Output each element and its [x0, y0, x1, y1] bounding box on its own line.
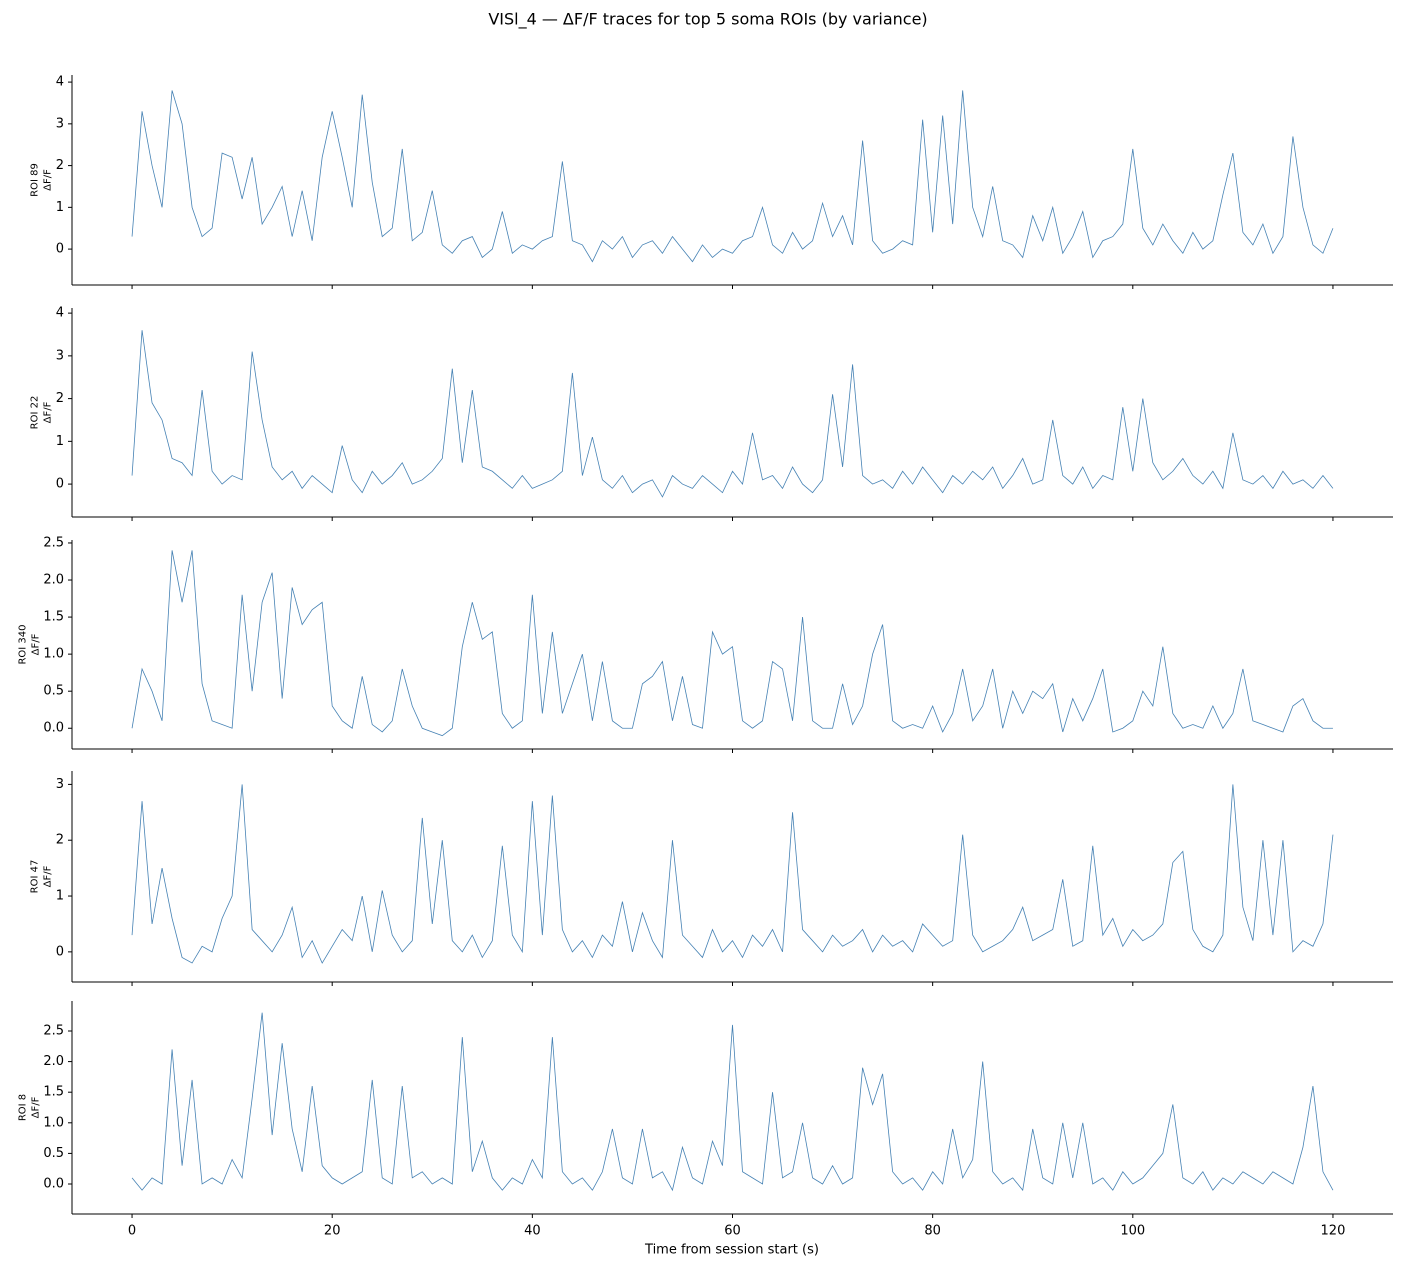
x-tick-label: 60 [724, 1224, 741, 1239]
x-tick-label: 80 [924, 1224, 941, 1239]
y-tick-label: 2 [56, 391, 64, 406]
y-axis-label: ΔF/F [30, 633, 41, 655]
y-axis-label: ROI 8 [17, 1094, 28, 1121]
y-axis-label: ΔF/F [43, 169, 54, 191]
x-tick-label: 20 [324, 1224, 341, 1239]
y-tick-label: 2.5 [43, 1023, 64, 1038]
trace-line [131, 90, 1334, 263]
y-tick-label: 0.5 [43, 1146, 64, 1161]
y-axis-label: ΔF/F [43, 401, 54, 423]
x-tick-label: 40 [524, 1224, 541, 1239]
y-tick-label: 3 [56, 116, 64, 131]
y-tick-label: 2 [56, 833, 64, 848]
y-tick-label: 2 [56, 158, 64, 173]
y-tick-label: 0 [56, 477, 64, 492]
x-tick-label: 100 [1120, 1224, 1145, 1239]
trace-line [131, 784, 1334, 964]
y-tick-label: 1.0 [43, 1115, 64, 1130]
y-tick-label: 1 [56, 434, 64, 449]
chart-title: VISl_4 — ΔF/F traces for top 5 soma ROIs… [488, 10, 927, 30]
y-axis-label: ROI 47 [30, 860, 41, 894]
y-tick-label: 1 [56, 200, 64, 215]
x-axis-label: Time from session start (s) [644, 1243, 819, 1258]
y-axis-label: ROI 89 [30, 163, 41, 197]
y-tick-label: 1 [56, 889, 64, 904]
trace-line [131, 550, 1333, 737]
y-axis-label: ΔF/F [43, 865, 54, 887]
y-tick-label: 3 [56, 777, 64, 792]
trace-line [131, 1012, 1334, 1192]
y-tick-label: 1.5 [43, 610, 64, 625]
y-tick-label: 3 [56, 348, 64, 363]
trace-line [131, 330, 1334, 498]
y-tick-label: 0.0 [43, 721, 64, 736]
y-tick-label: 2.0 [43, 1054, 64, 1069]
y-tick-label: 0.5 [43, 684, 64, 699]
y-axis-label: ROI 22 [30, 396, 41, 430]
x-tick-label: 120 [1321, 1224, 1346, 1239]
y-tick-label: 0 [56, 242, 64, 257]
x-tick-label: 0 [128, 1224, 136, 1239]
y-tick-label: 2.0 [43, 573, 64, 588]
y-axis-label: ROI 340 [17, 624, 28, 664]
y-tick-label: 0 [56, 944, 64, 959]
y-tick-label: 4 [56, 306, 64, 321]
y-tick-label: 1.5 [43, 1085, 64, 1100]
y-tick-label: 4 [56, 75, 64, 90]
y-tick-label: 0.0 [43, 1177, 64, 1192]
y-axis-label: ΔF/F [30, 1096, 41, 1118]
y-tick-label: 1.0 [43, 647, 64, 662]
y-tick-label: 2.5 [43, 535, 64, 550]
